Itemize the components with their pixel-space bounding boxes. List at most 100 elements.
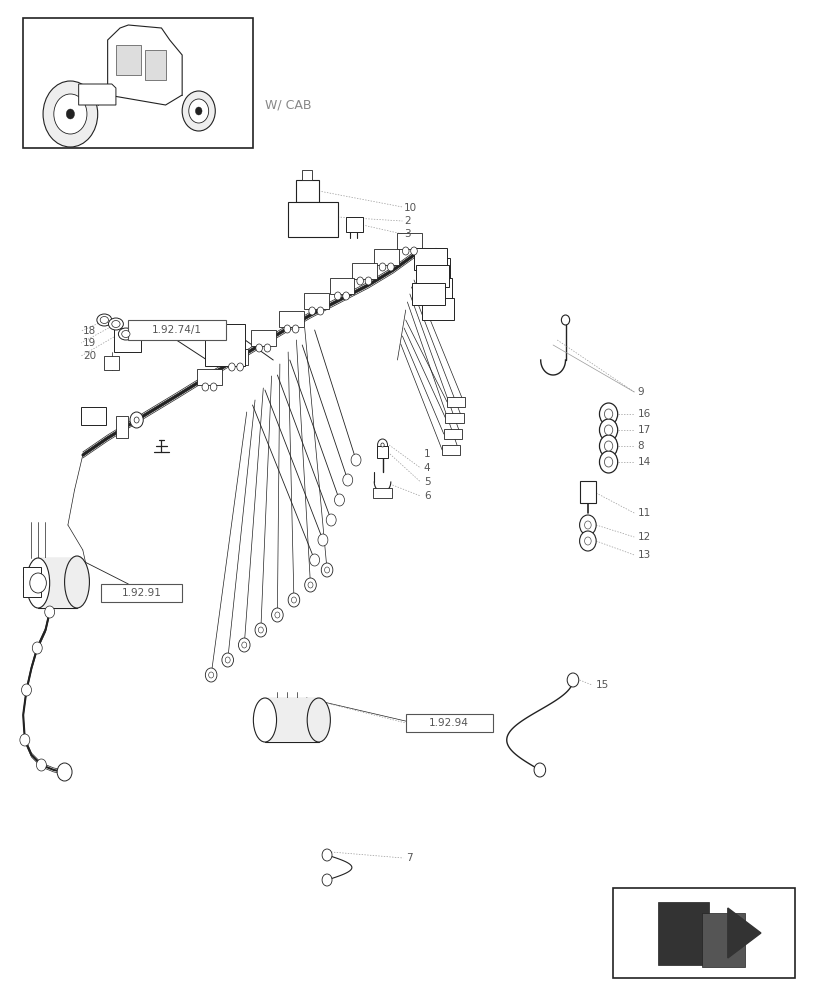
Circle shape bbox=[222, 653, 233, 667]
Circle shape bbox=[561, 315, 569, 325]
Circle shape bbox=[304, 578, 316, 592]
Circle shape bbox=[32, 642, 42, 654]
Text: 19: 19 bbox=[83, 338, 96, 348]
Bar bbox=[197, 369, 222, 385]
Circle shape bbox=[604, 409, 612, 419]
Bar bbox=[23, 18, 253, 148]
Circle shape bbox=[584, 521, 590, 529]
Bar bbox=[38, 558, 77, 608]
Text: 3: 3 bbox=[404, 229, 410, 239]
Circle shape bbox=[584, 537, 590, 545]
Circle shape bbox=[271, 608, 283, 622]
Circle shape bbox=[334, 292, 341, 300]
Circle shape bbox=[45, 606, 55, 618]
Text: 2: 2 bbox=[404, 216, 410, 226]
Polygon shape bbox=[79, 84, 116, 105]
Circle shape bbox=[566, 673, 578, 687]
Circle shape bbox=[326, 514, 336, 526]
Circle shape bbox=[275, 612, 280, 618]
Text: 5: 5 bbox=[423, 477, 430, 487]
Circle shape bbox=[309, 554, 319, 566]
Bar bbox=[302, 170, 312, 180]
Ellipse shape bbox=[122, 330, 130, 338]
Bar bbox=[397, 233, 422, 249]
Bar bbox=[700, 913, 744, 966]
Circle shape bbox=[205, 668, 217, 682]
Circle shape bbox=[202, 383, 208, 391]
Circle shape bbox=[36, 759, 46, 771]
Circle shape bbox=[60, 766, 69, 778]
Text: 10: 10 bbox=[404, 203, 417, 213]
Circle shape bbox=[308, 307, 315, 315]
Circle shape bbox=[377, 439, 387, 451]
Ellipse shape bbox=[112, 320, 120, 328]
Polygon shape bbox=[108, 25, 182, 105]
Bar bbox=[116, 416, 128, 438]
Text: W/ CAB: W/ CAB bbox=[265, 99, 311, 111]
Text: 13: 13 bbox=[637, 550, 650, 560]
Circle shape bbox=[324, 567, 329, 573]
Circle shape bbox=[579, 515, 595, 535]
Bar bbox=[443, 429, 461, 439]
Text: 17: 17 bbox=[637, 425, 650, 435]
Text: 1: 1 bbox=[423, 449, 430, 459]
Text: 1.92.91: 1.92.91 bbox=[122, 588, 161, 598]
Text: 1.92.94: 1.92.94 bbox=[428, 718, 469, 728]
Circle shape bbox=[318, 534, 327, 546]
Ellipse shape bbox=[108, 318, 123, 330]
Circle shape bbox=[195, 107, 202, 115]
Text: 4: 4 bbox=[423, 463, 430, 473]
Bar bbox=[329, 278, 354, 294]
Circle shape bbox=[599, 419, 617, 441]
Circle shape bbox=[322, 874, 332, 886]
Bar bbox=[205, 324, 245, 366]
Circle shape bbox=[365, 277, 371, 285]
Circle shape bbox=[604, 457, 612, 467]
Circle shape bbox=[342, 292, 349, 300]
Ellipse shape bbox=[100, 316, 108, 324]
Bar bbox=[279, 311, 304, 327]
Circle shape bbox=[291, 597, 296, 603]
Bar bbox=[114, 328, 141, 352]
Text: 14: 14 bbox=[637, 457, 650, 467]
Circle shape bbox=[334, 494, 344, 506]
Bar bbox=[420, 278, 452, 300]
Text: 16: 16 bbox=[637, 409, 650, 419]
Circle shape bbox=[599, 403, 617, 425]
Circle shape bbox=[256, 344, 262, 352]
Circle shape bbox=[380, 443, 384, 447]
Circle shape bbox=[57, 763, 72, 781]
Bar bbox=[445, 413, 463, 423]
Bar bbox=[405, 714, 492, 732]
Circle shape bbox=[210, 383, 217, 391]
Bar bbox=[412, 283, 445, 305]
Circle shape bbox=[22, 684, 31, 696]
Bar bbox=[579, 481, 595, 503]
Bar bbox=[442, 445, 460, 455]
Circle shape bbox=[288, 593, 299, 607]
Bar bbox=[128, 320, 226, 340]
Circle shape bbox=[342, 474, 352, 486]
Circle shape bbox=[599, 451, 617, 473]
Circle shape bbox=[130, 412, 143, 428]
Circle shape bbox=[228, 363, 235, 371]
Text: 9: 9 bbox=[637, 387, 643, 397]
Bar bbox=[223, 349, 248, 365]
Bar bbox=[415, 265, 448, 287]
Text: 20: 20 bbox=[83, 351, 96, 361]
Circle shape bbox=[189, 99, 208, 123]
Text: 7: 7 bbox=[405, 853, 412, 863]
Circle shape bbox=[322, 849, 332, 861]
Circle shape bbox=[20, 734, 30, 746]
Circle shape bbox=[292, 325, 299, 333]
Circle shape bbox=[264, 344, 270, 352]
Bar bbox=[346, 217, 362, 232]
Circle shape bbox=[134, 417, 139, 423]
Bar bbox=[116, 45, 141, 75]
Circle shape bbox=[579, 531, 595, 551]
Circle shape bbox=[387, 263, 394, 271]
Circle shape bbox=[351, 454, 361, 466]
Circle shape bbox=[116, 336, 122, 344]
Circle shape bbox=[255, 623, 266, 637]
Bar bbox=[447, 397, 465, 407]
